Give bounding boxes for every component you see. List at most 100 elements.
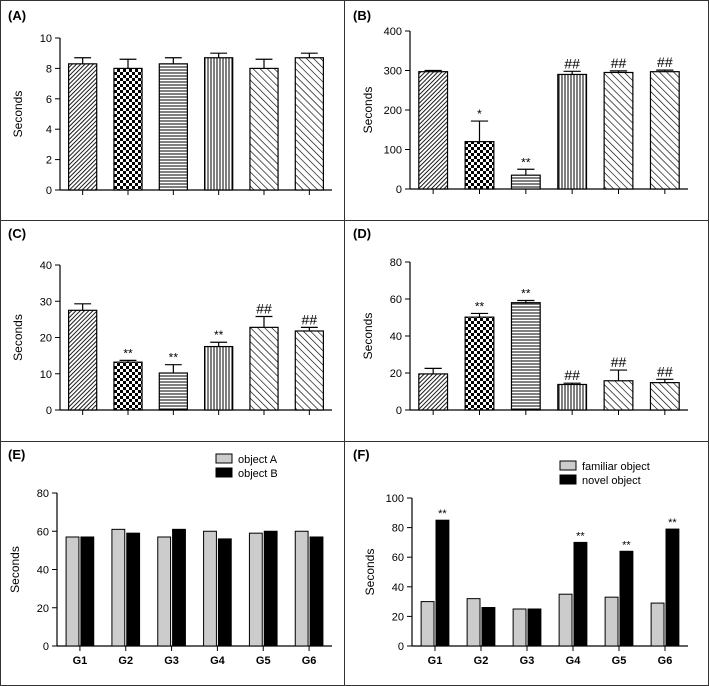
y-tick-label: 60 bbox=[392, 552, 404, 564]
bar-annotation: ## bbox=[564, 367, 580, 383]
x-tick-label: G1 bbox=[73, 655, 88, 667]
panel-f: (F) 0 20 40 60 80 100 Seconds G1 G2 G3 G4 G5 G6 ** ** **… bbox=[353, 447, 688, 667]
bar-annotation: ## bbox=[611, 55, 627, 71]
y-tick-label: 40 bbox=[40, 260, 52, 272]
bar bbox=[512, 608, 527, 647]
panel-label: (A) bbox=[8, 8, 26, 23]
y-tick-label: 100 bbox=[386, 493, 404, 505]
bar-annotation: ** bbox=[521, 286, 531, 300]
bar-annotation: ** bbox=[169, 351, 179, 365]
y-tick-label: 0 bbox=[398, 641, 404, 653]
y-tick-label: 20 bbox=[37, 603, 49, 615]
y-tick-label: 20 bbox=[40, 333, 52, 345]
y-tick-label: 10 bbox=[40, 33, 52, 45]
y-tick-label: 2 bbox=[46, 155, 52, 167]
panel-label: (F) bbox=[353, 447, 370, 462]
bar bbox=[126, 532, 141, 647]
y-tick-label: 20 bbox=[392, 611, 404, 623]
bar bbox=[68, 309, 98, 411]
panel-a: (A) 0 2 4 6 8 10 Seconds bbox=[8, 8, 332, 197]
y-axis-label: Seconds bbox=[11, 314, 25, 361]
bar bbox=[650, 602, 665, 647]
bar bbox=[204, 57, 234, 191]
bar bbox=[665, 528, 680, 647]
bar-annotation: ## bbox=[564, 55, 580, 71]
bar bbox=[309, 536, 324, 647]
bar bbox=[557, 383, 588, 411]
bar bbox=[435, 519, 450, 647]
y-tick-label: 8 bbox=[46, 63, 52, 75]
bar bbox=[649, 382, 680, 411]
panel-label: (D) bbox=[353, 226, 371, 241]
bar bbox=[158, 63, 188, 191]
bar bbox=[649, 71, 680, 190]
bar bbox=[527, 608, 542, 647]
y-axis-label: Seconds bbox=[361, 313, 375, 360]
bar-annotation: ** bbox=[475, 299, 485, 313]
x-tick-label: G4 bbox=[210, 655, 226, 667]
x-tick-label: G5 bbox=[256, 655, 271, 667]
panel-label: (E) bbox=[8, 447, 25, 462]
y-axis-label: Seconds bbox=[363, 549, 377, 596]
bar bbox=[172, 528, 186, 647]
y-tick-label: 100 bbox=[384, 145, 402, 157]
y-tick-label: 300 bbox=[384, 66, 402, 78]
bar bbox=[294, 530, 309, 647]
x-tick-label: G3 bbox=[164, 655, 179, 667]
bar bbox=[466, 598, 481, 647]
x-tick-label: G6 bbox=[658, 655, 673, 667]
y-tick-label: 400 bbox=[384, 26, 402, 38]
bar-annotation: ** bbox=[622, 539, 631, 551]
bar bbox=[113, 361, 143, 411]
bar bbox=[248, 532, 263, 647]
bar bbox=[464, 141, 495, 190]
y-tick-label: 80 bbox=[392, 523, 404, 535]
bar bbox=[157, 536, 172, 647]
y-tick-label: 6 bbox=[46, 94, 52, 106]
panel-d: (D) 0 20 40 60 80 Seconds ** ** ## ## ## bbox=[353, 226, 688, 417]
bar bbox=[204, 345, 234, 411]
bar-annotation: ## bbox=[657, 363, 673, 379]
bar bbox=[249, 326, 279, 411]
legend-label: object B bbox=[238, 468, 278, 480]
bar bbox=[420, 601, 435, 647]
y-tick-label: 80 bbox=[390, 257, 402, 269]
bar bbox=[418, 373, 449, 411]
y-tick-label: 30 bbox=[40, 296, 52, 308]
y-tick-label: 4 bbox=[46, 124, 52, 136]
panel-label: (C) bbox=[8, 226, 26, 241]
bar bbox=[603, 380, 634, 411]
bar bbox=[603, 71, 634, 190]
y-tick-label: 40 bbox=[390, 331, 402, 343]
bar bbox=[249, 67, 279, 191]
bar-annotation: ** bbox=[123, 346, 133, 360]
y-tick-label: 0 bbox=[396, 184, 402, 196]
x-tick-label: G2 bbox=[474, 655, 489, 667]
bar bbox=[557, 73, 588, 190]
y-tick-label: 0 bbox=[46, 185, 52, 197]
legend-swatch bbox=[559, 474, 577, 485]
y-axis-label: Seconds bbox=[8, 546, 22, 593]
bar bbox=[510, 302, 541, 411]
bar-annotation: * bbox=[477, 107, 482, 121]
bar-annotation: ** bbox=[438, 508, 447, 520]
y-tick-label: 0 bbox=[46, 405, 52, 417]
legend-swatch bbox=[215, 467, 233, 478]
bar bbox=[294, 330, 324, 411]
bar bbox=[604, 596, 619, 647]
bar bbox=[113, 67, 143, 191]
y-tick-label: 200 bbox=[384, 105, 402, 117]
y-axis-label: Seconds bbox=[361, 87, 375, 134]
bar bbox=[573, 541, 588, 647]
bar bbox=[203, 530, 217, 647]
bar bbox=[65, 536, 80, 647]
panel-label: (B) bbox=[353, 8, 371, 23]
bar-annotation: ** bbox=[576, 530, 585, 542]
legend-swatch bbox=[215, 453, 233, 464]
x-tick-label: G4 bbox=[566, 655, 582, 667]
x-tick-label: G2 bbox=[118, 655, 133, 667]
bar bbox=[158, 372, 188, 411]
